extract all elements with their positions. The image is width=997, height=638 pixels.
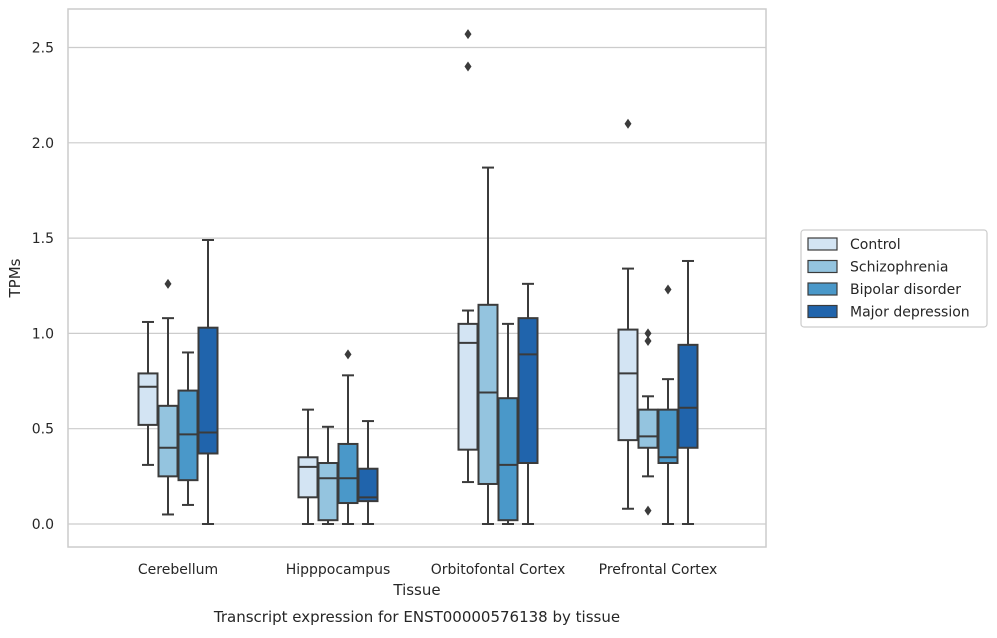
y-tick-label: 1.5 — [32, 231, 54, 247]
y-tick-label: 0.5 — [32, 422, 54, 438]
x-tick-label: Orbitofontal Cortex — [431, 562, 566, 578]
box-group — [477, 166, 499, 525]
box — [297, 456, 319, 499]
outlier-point — [664, 284, 672, 295]
outlier-point — [624, 118, 632, 129]
box — [137, 372, 159, 426]
outlier-point — [464, 29, 472, 40]
box — [677, 343, 699, 449]
box-group — [197, 239, 219, 525]
box — [157, 404, 179, 478]
outlier-point — [344, 349, 352, 360]
box-group — [297, 408, 319, 525]
box-group — [357, 420, 379, 525]
box — [497, 397, 519, 522]
box-group — [517, 282, 539, 525]
x-tick-label: Cerebellum — [138, 562, 218, 578]
box — [517, 317, 539, 465]
outlier-point — [464, 61, 472, 72]
legend-swatch — [807, 259, 838, 274]
legend-label: Control — [850, 237, 901, 253]
x-axis-label: Tissue — [392, 581, 440, 599]
outlier-point — [644, 336, 652, 347]
legend-swatch — [807, 237, 838, 251]
box-group — [317, 425, 339, 525]
box-group — [177, 351, 199, 506]
x-tick-label: Prefrontal Cortex — [599, 562, 718, 578]
legend-label: Bipolar disorder — [850, 282, 961, 298]
box — [657, 408, 679, 465]
box-group — [457, 29, 479, 484]
outlier-point — [644, 505, 652, 516]
legend-label: Schizophrenia — [850, 260, 948, 276]
legend: Control Schizophrenia Bipolar disorder Majo… — [800, 229, 988, 328]
legend-swatch — [807, 304, 838, 319]
box-group — [157, 278, 179, 516]
box — [197, 326, 219, 455]
x-tick-label: Hipppocampus — [286, 562, 391, 578]
box-group — [337, 349, 359, 525]
outlier-point — [164, 278, 172, 289]
y-tick-label: 1.0 — [32, 326, 54, 342]
box — [617, 328, 639, 442]
box — [337, 442, 359, 505]
plot-area-frame — [67, 8, 767, 548]
box — [317, 462, 339, 522]
figure-caption: Transcript expression for ENST0000057613… — [213, 608, 620, 626]
box-group — [677, 259, 699, 525]
box-group — [497, 322, 519, 525]
y-tick-label: 2.0 — [32, 136, 54, 152]
legend-swatch — [807, 282, 838, 296]
box — [477, 303, 499, 485]
y-tick-label: 0.0 — [32, 517, 54, 533]
y-axis-label: TPMs — [6, 258, 24, 298]
box — [637, 408, 659, 449]
y-tick-label: 2.5 — [32, 41, 54, 57]
legend-label: Major depression — [850, 305, 970, 321]
legend-items: Control Schizophrenia Bipolar disorder Majo… — [807, 237, 970, 321]
outlier-point — [644, 328, 652, 339]
y-tick-labels: 0.0 0.5 1.0 1.5 2.0 2.5 — [32, 41, 54, 534]
box — [357, 467, 379, 503]
legend-frame — [800, 229, 988, 328]
boxes-layer — [137, 29, 699, 525]
x-tick-labels: Cerebellum Hipppocampus Orbitofontal Corte… — [138, 562, 717, 578]
box-group — [657, 284, 679, 525]
box-group — [617, 118, 639, 510]
box-group — [637, 328, 659, 516]
box-group — [137, 320, 159, 466]
